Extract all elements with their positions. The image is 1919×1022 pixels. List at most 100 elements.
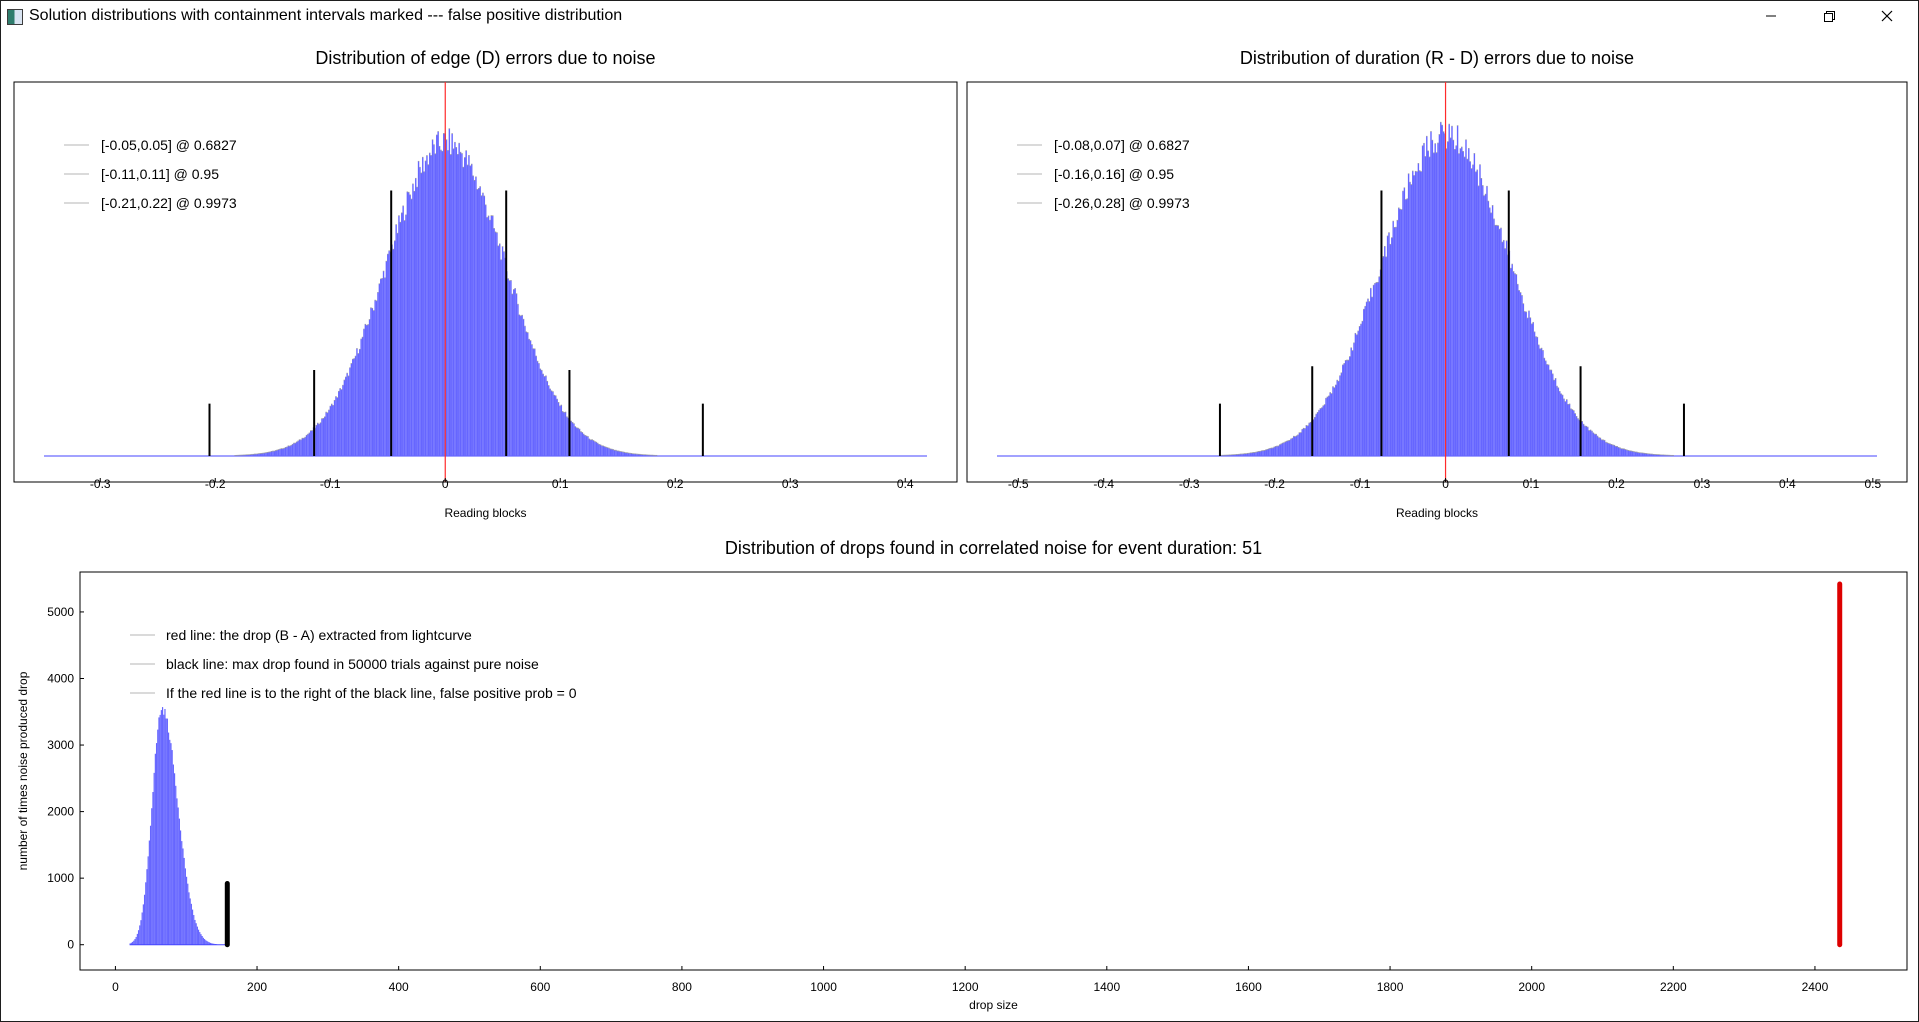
histogram-bar xyxy=(625,452,627,456)
histogram-bar xyxy=(143,894,146,945)
histogram-bar xyxy=(179,830,182,945)
histogram-bar xyxy=(280,448,283,456)
histogram-bar xyxy=(1281,443,1284,456)
histogram-bar xyxy=(1491,205,1494,456)
histogram-bar xyxy=(339,388,341,456)
histogram-bar xyxy=(1588,430,1590,456)
histogram-bar xyxy=(165,718,167,945)
histogram-bar xyxy=(157,729,159,945)
histogram-bar xyxy=(188,892,190,945)
histogram-bar xyxy=(349,367,351,456)
histogram-bar xyxy=(276,450,278,456)
histogram-bar xyxy=(1622,448,1624,456)
histogram-bar xyxy=(415,178,417,456)
histogram-bar xyxy=(1437,143,1439,457)
histogram-bar xyxy=(311,430,313,456)
histogram-bar xyxy=(1372,285,1375,456)
histogram-bar xyxy=(1256,451,1259,456)
histogram-bar xyxy=(1657,454,1659,456)
histogram-bar xyxy=(1535,336,1537,456)
histogram-bar xyxy=(387,254,389,456)
histogram-bar xyxy=(1596,436,1599,456)
histogram-bar xyxy=(1349,356,1351,456)
maximize-button[interactable] xyxy=(1800,1,1858,31)
histogram-bar xyxy=(521,315,523,456)
histogram-bar xyxy=(1235,454,1238,456)
x-tick-label: 1400 xyxy=(1093,980,1120,994)
histogram-bar xyxy=(1441,125,1443,456)
histogram-bar xyxy=(535,356,537,456)
histogram-bar xyxy=(318,424,320,456)
histogram-bar xyxy=(1451,126,1453,456)
histogram-bar xyxy=(1305,425,1308,456)
histogram-bar xyxy=(258,453,260,456)
histogram-bar xyxy=(1259,451,1261,456)
histogram-bar xyxy=(378,283,381,456)
plot-frame xyxy=(13,81,958,483)
plot-frame xyxy=(79,571,1908,971)
histogram-bar xyxy=(1647,453,1649,456)
histogram-bar xyxy=(170,743,172,945)
histogram-bar xyxy=(1445,148,1448,456)
histogram-bar xyxy=(399,222,402,456)
histogram-bar xyxy=(413,191,416,456)
histogram-bar xyxy=(1497,225,1499,456)
histogram-bar xyxy=(1524,311,1526,456)
histogram-bar xyxy=(580,431,582,456)
histogram-bar xyxy=(592,440,595,456)
histogram-bar xyxy=(528,339,530,456)
histogram-bar xyxy=(417,161,420,457)
histogram-bar xyxy=(200,934,202,945)
histogram-bar xyxy=(1652,454,1655,456)
histogram-bar xyxy=(443,133,445,456)
histogram-bar xyxy=(1503,240,1505,456)
histogram-bar xyxy=(1458,153,1460,456)
histogram-bar xyxy=(611,449,613,456)
histogram-bar xyxy=(277,449,280,456)
histogram-bar xyxy=(1300,432,1302,456)
histogram-bar xyxy=(1630,450,1632,456)
histogram-bar xyxy=(1238,454,1240,456)
histogram-bar xyxy=(1347,360,1350,456)
histogram-bar xyxy=(1279,444,1281,456)
histogram-bar xyxy=(1531,323,1533,456)
histogram-bar xyxy=(1312,419,1315,456)
histogram-bar xyxy=(416,187,418,456)
histogram-bar xyxy=(1371,297,1373,456)
chart-title: Distribution of drops found in correlate… xyxy=(725,538,1262,558)
histogram-bar xyxy=(517,304,519,456)
minimize-button[interactable] xyxy=(1742,1,1800,31)
legend-entry: red line: the drop (B - A) extracted fro… xyxy=(166,627,472,643)
histogram-bar xyxy=(524,326,526,456)
histogram-bar xyxy=(1661,454,1663,456)
histogram-bar xyxy=(1489,207,1491,456)
histogram-bar xyxy=(1631,451,1634,456)
histogram-bar xyxy=(1454,149,1456,456)
histogram-bar xyxy=(209,942,212,945)
histogram-bar xyxy=(1224,455,1226,456)
histogram-bar xyxy=(163,714,165,945)
histogram-bar xyxy=(522,319,525,456)
histogram-bar xyxy=(191,909,194,945)
histogram-bar xyxy=(207,941,209,945)
histogram-bar xyxy=(1591,431,1593,456)
histogram-bar xyxy=(1560,393,1562,456)
histogram-bar xyxy=(1612,444,1614,456)
histogram-bar xyxy=(1512,271,1515,456)
histogram-bar xyxy=(346,373,348,456)
histogram-bar xyxy=(590,439,592,456)
histogram-bar xyxy=(1406,198,1408,456)
histogram-bar xyxy=(1475,171,1477,456)
histogram-bar xyxy=(1378,276,1380,456)
histogram-bar xyxy=(564,412,567,456)
histogram-bar xyxy=(511,294,514,456)
histogram-bar xyxy=(345,377,347,456)
histogram-bar xyxy=(510,280,512,456)
histogram-bar xyxy=(245,454,248,456)
histogram-bar xyxy=(423,171,425,457)
close-button[interactable] xyxy=(1858,1,1916,31)
histogram-bar xyxy=(1609,443,1611,456)
histogram-bar xyxy=(1330,393,1333,456)
histogram-bar xyxy=(1655,454,1658,456)
x-tick-label: 0 xyxy=(112,980,119,994)
